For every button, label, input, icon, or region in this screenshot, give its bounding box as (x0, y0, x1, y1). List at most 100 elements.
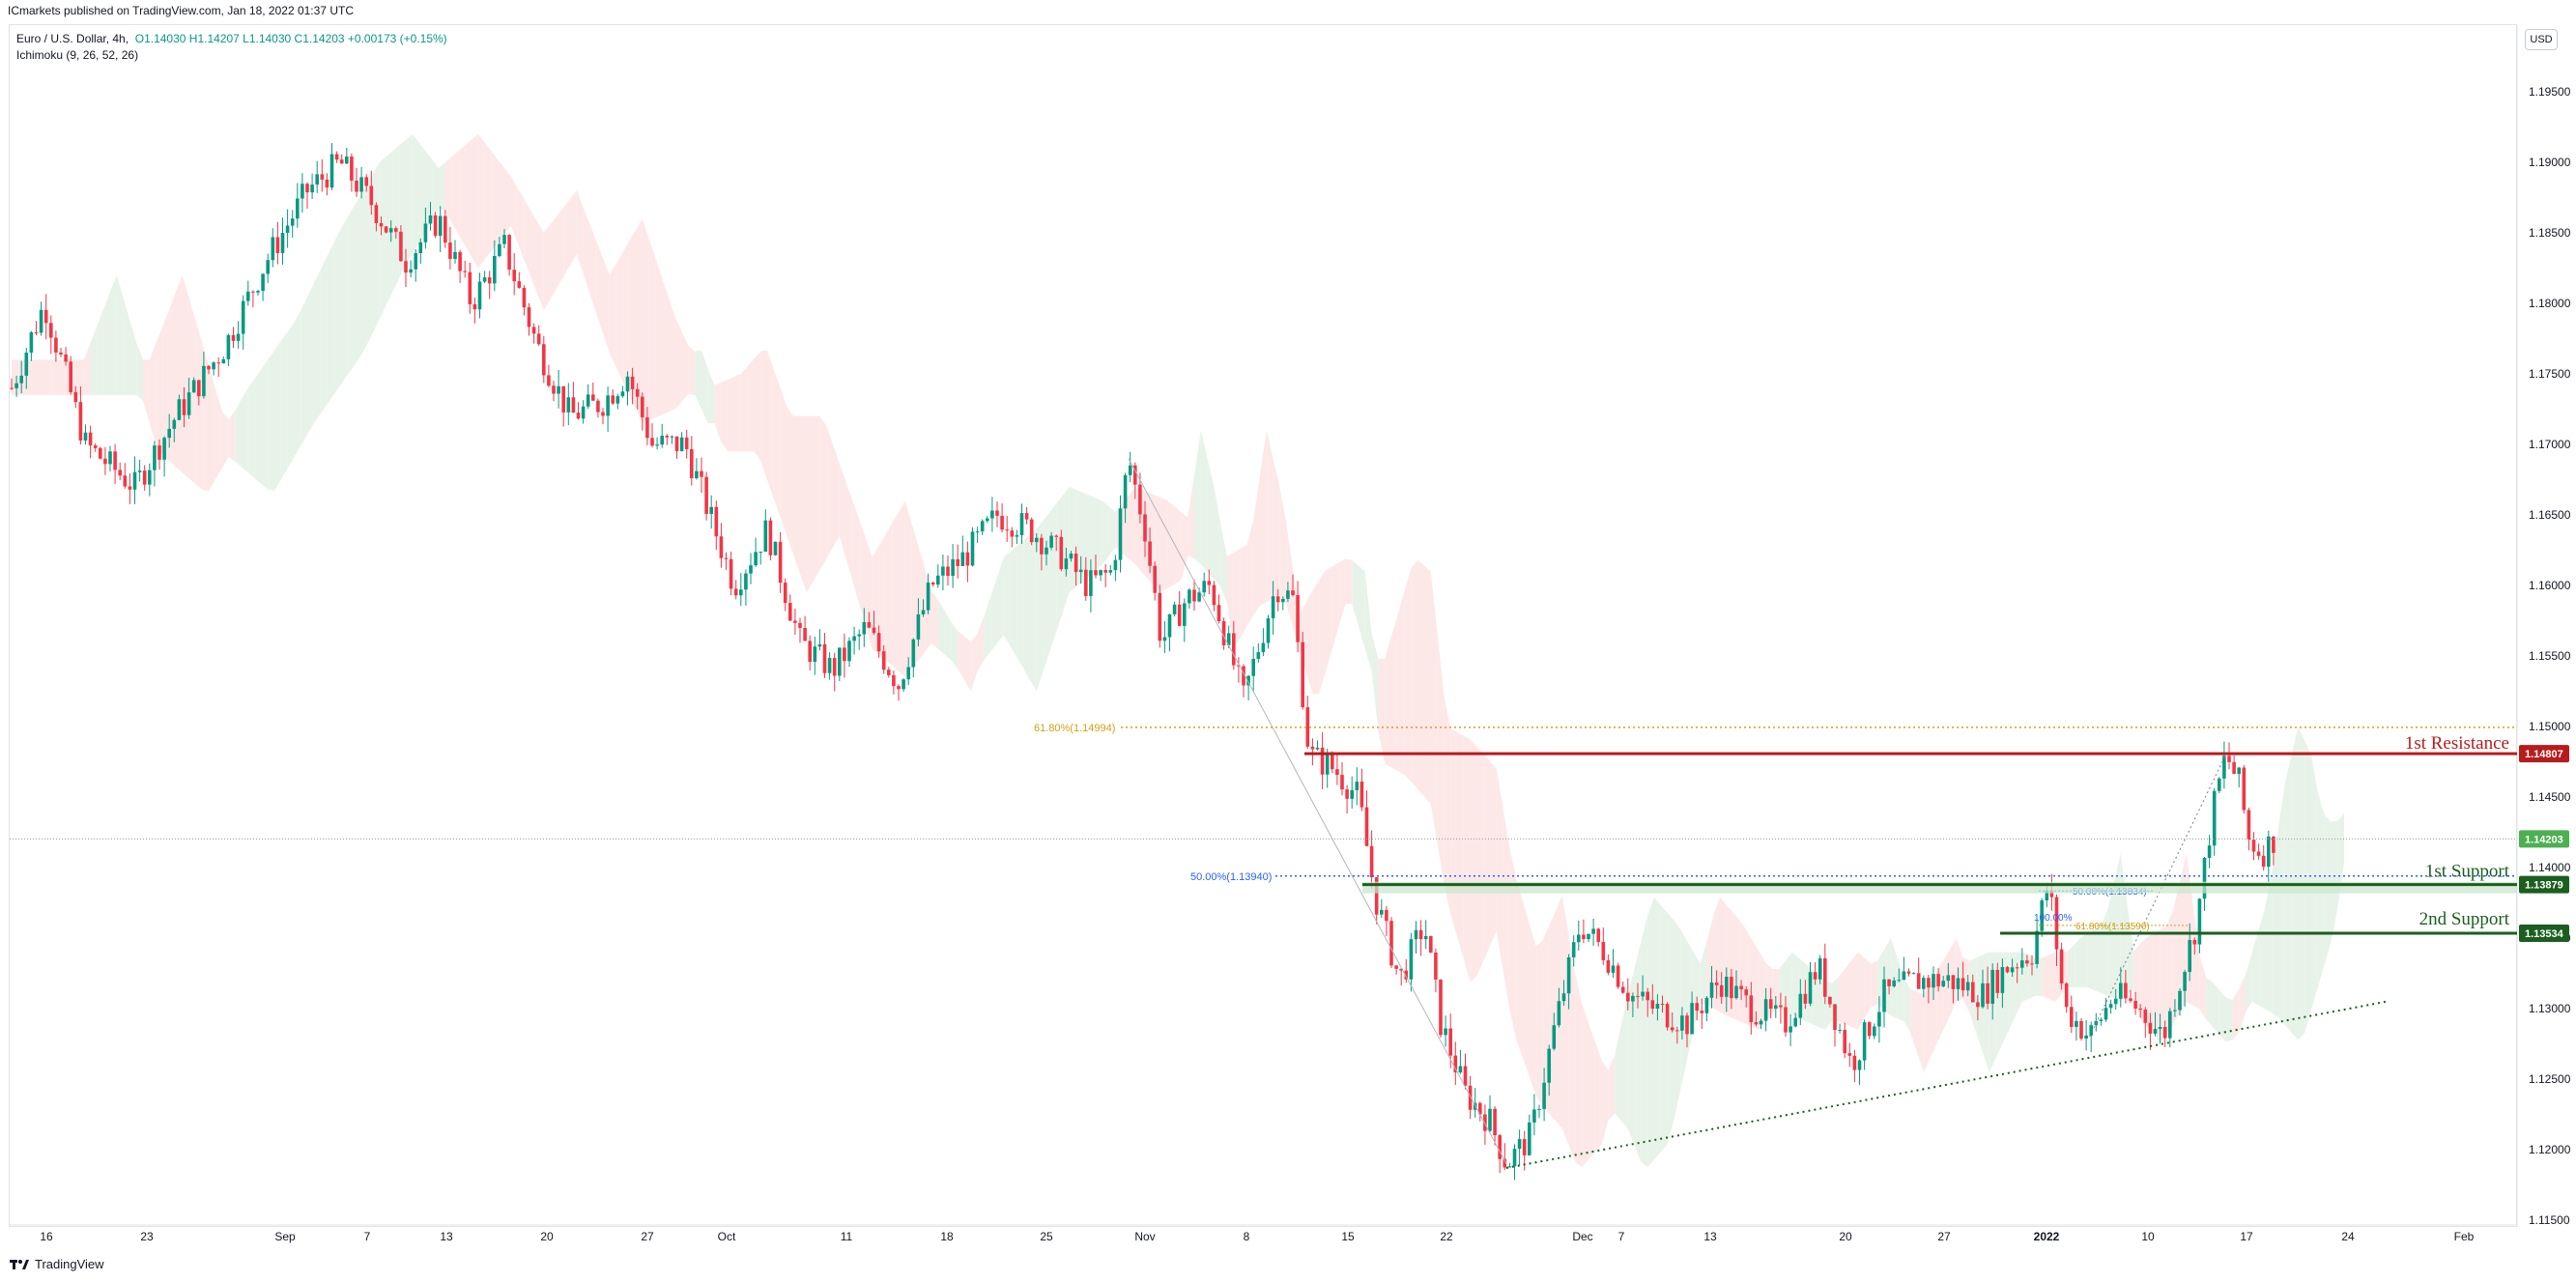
candle-body (1631, 995, 1635, 1002)
candle-body (1902, 971, 1906, 981)
candle-body (1587, 933, 1590, 940)
cloud-segment (701, 350, 708, 424)
candle-body (872, 627, 876, 634)
candle-body (980, 521, 985, 532)
cloud-segment (596, 241, 603, 333)
fib-618-label: 61.80%(1.14994) (1034, 723, 1115, 734)
candle-body (2207, 845, 2212, 858)
y-tick-label: 1.14500 (2529, 790, 2571, 804)
x-tick-label: 10 (2141, 1230, 2155, 1243)
candle-body (1374, 877, 1379, 915)
candle-body (1911, 973, 1916, 975)
cloud-segment (1188, 475, 1194, 559)
cloud-segment (254, 369, 262, 484)
cloud-segment (1917, 991, 1924, 1072)
candle-body (1325, 755, 1330, 775)
candle-body (493, 255, 497, 284)
cloud-segment (1266, 430, 1274, 603)
cloud-segment (333, 230, 340, 395)
candle-body (1636, 995, 1640, 997)
cloud-segment (2068, 943, 2075, 988)
candle-body (433, 215, 438, 237)
cloud-segment (1194, 430, 1201, 565)
cloud-segment (964, 636, 971, 692)
cloud-segment (931, 590, 938, 649)
candle-body (1571, 942, 1576, 957)
candle-body (1439, 979, 1443, 1036)
cloud-segment (77, 359, 84, 395)
cloud-segment (287, 322, 295, 469)
candle-body (1197, 592, 1201, 602)
candle-body (749, 565, 753, 574)
cloud-segment (406, 133, 413, 266)
cloud-segment (1030, 528, 1037, 692)
cloud-segment (714, 382, 722, 442)
candle-body (1704, 997, 1709, 1013)
cloud-segment (1732, 912, 1740, 1022)
candle-body (1237, 665, 1241, 667)
candle-body (103, 458, 107, 465)
cloud-segment (176, 274, 183, 473)
candle-body (1212, 584, 1216, 606)
cloud-segment (899, 500, 905, 677)
candle-body (1404, 970, 1409, 980)
cloud-segment (1450, 727, 1457, 937)
cloud-segment (444, 157, 452, 223)
cloud-segment (110, 274, 117, 395)
candle-body (620, 391, 625, 397)
cloud-segment (543, 224, 551, 311)
cloud-segment (2192, 903, 2200, 1010)
x-tick-label: Nov (1134, 1230, 1155, 1243)
candle-body (1448, 1028, 1452, 1056)
cloud-segment (833, 444, 840, 548)
candle-body (468, 271, 472, 304)
cloud-segment (1634, 941, 1642, 1163)
candle-body (1133, 465, 1137, 485)
candle-body (261, 273, 265, 292)
x-tick-label: Sep (274, 1230, 296, 1243)
candle-body (744, 573, 748, 590)
cloud-segment (2101, 909, 2108, 996)
cloud-segment (1561, 896, 1569, 1146)
candle-body (1078, 569, 1083, 573)
candle-body (724, 557, 729, 559)
cloud-segment (1700, 941, 1707, 1005)
candle-body (704, 476, 708, 514)
cloud-segment (550, 215, 558, 299)
candle-body (1069, 554, 1073, 559)
candle-body (236, 333, 241, 341)
cloud-segment (681, 331, 689, 402)
cloud-segment (235, 399, 242, 468)
candle-body (1532, 1109, 1536, 1123)
candle-body (271, 237, 275, 261)
cloud-segment (707, 369, 715, 424)
candle-body (1503, 1158, 1507, 1168)
candle-body (1024, 513, 1029, 520)
candle-body (359, 177, 363, 192)
candle-body (1877, 1011, 1881, 1027)
cloud-segment (1503, 808, 1510, 1011)
candle-body (1315, 747, 1320, 750)
candle-body (1685, 1015, 1689, 1035)
candle-body (892, 674, 896, 687)
cloud-segment (2127, 903, 2134, 994)
tradingview-logo-icon (10, 1259, 29, 1269)
candle-body (1517, 1139, 1522, 1150)
cloud-segment (1214, 486, 1221, 587)
cloud-segment (202, 342, 209, 492)
candle-body (2059, 949, 2064, 984)
currency-badge[interactable]: USD (2525, 29, 2558, 50)
candle-body (700, 470, 703, 477)
candle-body (438, 215, 443, 237)
candle-body (1744, 989, 1748, 996)
x-tick-label: Dec (1572, 1230, 1592, 1243)
candle-body (2272, 836, 2275, 853)
candle-body (1542, 1082, 1546, 1109)
cloud-segment (2160, 926, 2167, 1042)
cloud-segment (1260, 430, 1267, 606)
cloud-segment (517, 187, 525, 260)
candle-body (310, 185, 314, 193)
cloud-segment (129, 320, 137, 395)
candle-body (1256, 652, 1261, 659)
